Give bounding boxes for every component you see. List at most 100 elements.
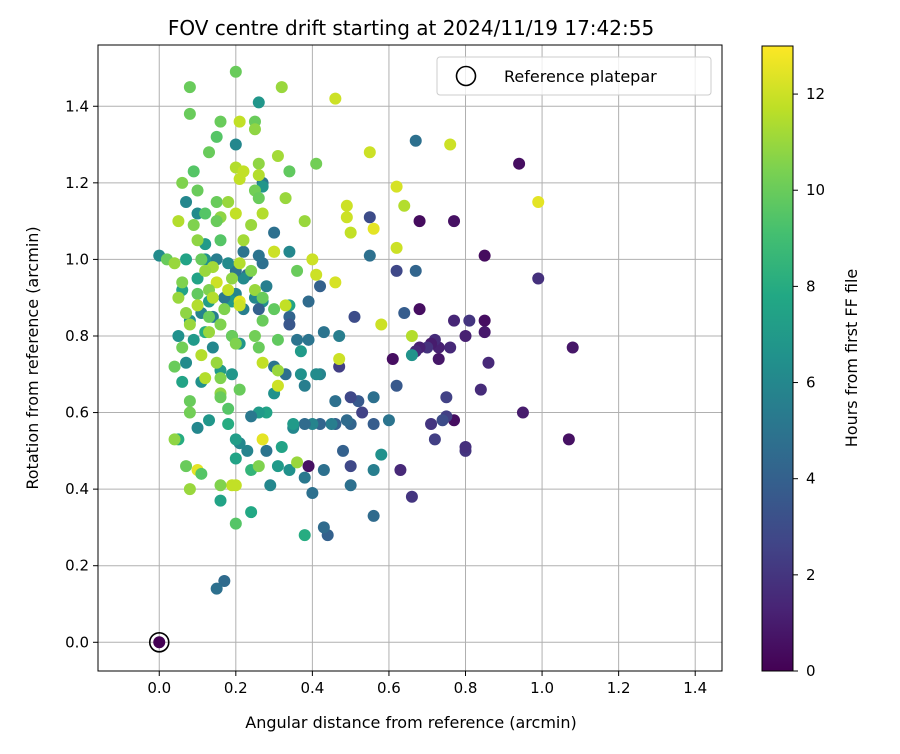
data-point [264,479,277,492]
colorbar-gradient [761,45,794,672]
data-point [333,329,346,342]
data-point [225,368,238,381]
data-point [279,192,292,205]
data-point [409,134,422,147]
y-tick-label: 0.0 [65,633,89,651]
data-point [405,349,418,362]
y-tick-label: 0.4 [65,480,89,498]
data-point [180,253,193,266]
data-point [513,157,526,170]
data-point [229,433,242,446]
colorbar-tick-label: 10 [806,181,825,199]
data-point [440,391,453,404]
data-point [348,310,361,323]
data-point [233,299,246,312]
data-point [233,173,246,186]
data-point [172,329,185,342]
data-point [474,383,487,396]
data-point [340,211,353,224]
data-point [252,303,265,316]
data-point [344,391,357,404]
x-tick-label: 0.0 [147,679,171,697]
data-point [260,444,273,457]
data-point [302,333,315,346]
data-point [428,433,441,446]
x-tick-label: 0.6 [377,679,401,697]
data-point [298,215,311,228]
y-tick-label: 1.2 [65,174,89,192]
data-point [199,372,212,385]
chart-title: FOV centre drift starting at 2024/11/19 … [168,16,654,40]
data-point [532,195,545,208]
data-point [199,207,212,220]
data-point [405,490,418,503]
data-point [252,249,265,262]
data-point [153,636,166,649]
data-point [398,307,411,320]
data-point [237,272,250,285]
data-point [203,326,216,339]
data-point [363,146,376,159]
data-point [233,115,246,128]
data-point [275,441,288,454]
data-point [195,349,208,362]
data-point [413,303,426,316]
data-point [566,341,579,354]
data-point [180,307,193,320]
data-point [218,303,231,316]
data-point [405,329,418,342]
y-axis-label: Rotation from reference (arcmin) [23,226,42,489]
data-point [478,314,491,327]
data-point [382,414,395,427]
data-point [390,264,403,277]
colorbar-tick-label: 0 [806,662,816,680]
data-point [344,226,357,239]
data-point [225,272,238,285]
data-point [268,245,281,258]
data-point [329,92,342,105]
y-tick-label: 0.6 [65,404,89,422]
data-point [187,218,200,231]
data-point [448,314,461,327]
data-point [252,341,265,354]
data-point [298,418,311,431]
legend-box [436,56,712,96]
data-point [271,460,284,473]
data-point [183,81,196,94]
data-point [367,391,380,404]
x-tick-label: 0.2 [224,679,248,697]
data-point [187,333,200,346]
data-point [233,383,246,396]
data-point [317,326,330,339]
data-point [183,406,196,419]
data-point [291,264,304,277]
data-point [317,463,330,476]
data-point [325,418,338,431]
data-point [271,150,284,163]
data-point [425,418,438,431]
data-point [191,272,204,285]
y-tick-label: 1.0 [65,250,89,268]
data-point [252,192,265,205]
data-point [218,575,231,588]
data-point [229,207,242,220]
data-point [363,249,376,262]
data-point [317,521,330,534]
data-point [306,253,319,266]
data-point [283,165,296,178]
data-point [214,391,227,404]
data-point [390,241,403,254]
data-point [203,146,216,159]
colorbar-tick-label: 12 [806,85,825,103]
data-point [252,460,265,473]
data-point [191,234,204,247]
data-point [478,326,491,339]
colorbar-tick-label: 2 [806,566,816,584]
data-point [233,257,246,270]
data-point [241,444,254,457]
data-point [367,463,380,476]
data-point [256,314,269,327]
data-point [214,479,227,492]
data-point [214,372,227,385]
